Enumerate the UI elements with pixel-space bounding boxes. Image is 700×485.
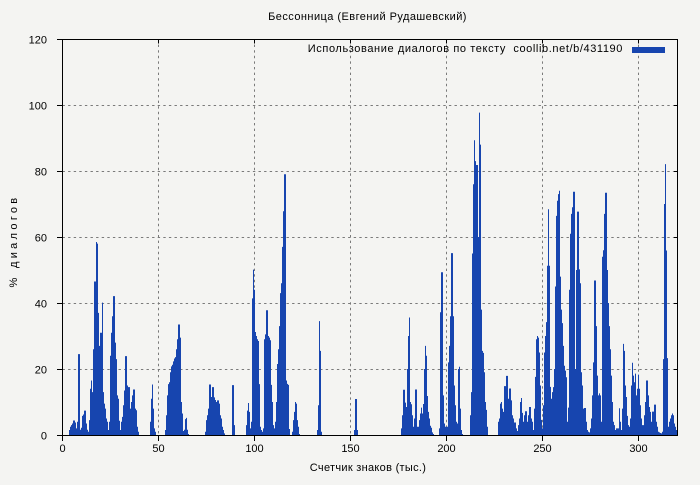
svg-text:250: 250 — [533, 443, 551, 455]
svg-text:0: 0 — [41, 431, 47, 443]
svg-text:200: 200 — [437, 443, 455, 455]
svg-text:% диалогов: % диалогов — [8, 195, 20, 288]
svg-text:Бессонница (Евгений Рудашевски: Бессонница (Евгений Рудашевский) — [268, 11, 467, 23]
svg-text:20: 20 — [35, 365, 47, 377]
svg-text:300: 300 — [629, 443, 647, 455]
svg-text:60: 60 — [35, 233, 47, 245]
svg-text:50: 50 — [152, 443, 164, 455]
svg-text:150: 150 — [341, 443, 359, 455]
svg-text:Счетчик знаков (тыс.): Счетчик знаков (тыс.) — [310, 462, 426, 474]
svg-text:Использование диалогов по текс: Использование диалогов по тексту coollib… — [308, 43, 623, 55]
svg-text:120: 120 — [29, 35, 47, 47]
svg-text:100: 100 — [245, 443, 263, 455]
svg-text:40: 40 — [35, 299, 47, 311]
svg-text:0: 0 — [59, 443, 65, 455]
svg-text:80: 80 — [35, 167, 47, 179]
svg-text:100: 100 — [29, 101, 47, 113]
